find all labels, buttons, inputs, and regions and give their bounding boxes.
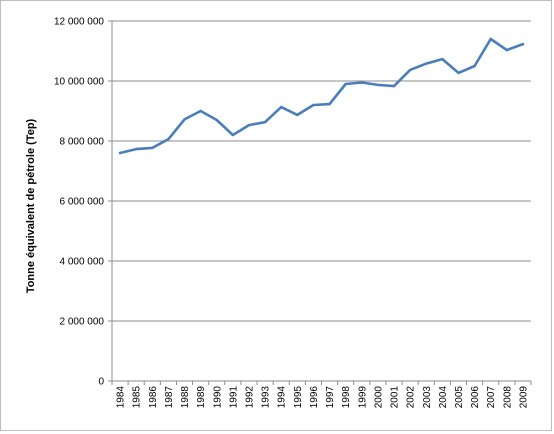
y-tick-label: 2 000 000 bbox=[60, 317, 105, 328]
data-point bbox=[360, 81, 363, 84]
x-tick-label: 2005 bbox=[454, 386, 465, 409]
x-tick-label: 1992 bbox=[244, 386, 255, 409]
y-tick-label: 4 000 000 bbox=[60, 257, 105, 268]
data-point bbox=[296, 113, 299, 117]
data-point bbox=[199, 109, 202, 113]
data-point bbox=[183, 118, 186, 121]
data-point bbox=[263, 120, 267, 124]
data-point bbox=[231, 133, 235, 137]
series-line bbox=[118, 37, 525, 155]
data-point bbox=[505, 48, 509, 52]
data-point bbox=[328, 102, 331, 106]
x-tick-label: 1991 bbox=[228, 386, 239, 409]
data-point bbox=[151, 146, 154, 150]
x-tick-label: 1995 bbox=[293, 386, 304, 409]
y-tick-label: 6 000 000 bbox=[60, 197, 105, 208]
data-point bbox=[425, 62, 428, 65]
x-tick-label: 2000 bbox=[373, 386, 384, 409]
x-tick-label: 1985 bbox=[132, 386, 143, 409]
y-tick-label: 8 000 000 bbox=[60, 137, 105, 148]
data-point bbox=[408, 68, 412, 72]
x-tick-label: 1989 bbox=[196, 386, 207, 409]
x-tick-label: 2006 bbox=[470, 386, 481, 409]
x-tick-label: 1998 bbox=[341, 386, 352, 409]
x-tick-label: 1988 bbox=[180, 386, 191, 409]
data-point bbox=[376, 83, 380, 87]
x-tick-label: 1996 bbox=[309, 386, 320, 409]
x-tick-label: 2002 bbox=[406, 386, 417, 409]
data-point bbox=[392, 84, 396, 88]
data-point bbox=[521, 42, 525, 46]
data-point bbox=[280, 105, 283, 109]
axes bbox=[108, 20, 532, 385]
x-tick-label: 2007 bbox=[486, 386, 497, 409]
x-tick-label: 2001 bbox=[390, 386, 401, 409]
x-tick-label: 1993 bbox=[261, 386, 272, 409]
x-tick-label: 1997 bbox=[325, 386, 336, 409]
y-tick-label: 12 000 000 bbox=[54, 17, 104, 28]
x-tick-label: 1984 bbox=[116, 386, 127, 409]
x-tick-label: 1987 bbox=[164, 386, 175, 409]
x-tick-label: 2008 bbox=[502, 386, 513, 409]
data-point bbox=[247, 123, 251, 127]
data-point bbox=[134, 147, 138, 151]
x-tick-labels: 1984 1985 1986 1987 1988 1989 1990 1991 1992 1993… bbox=[116, 386, 530, 409]
x-tick-label: 1999 bbox=[357, 386, 368, 409]
series-group bbox=[118, 37, 525, 155]
y-axis-title: Tonne équivalent de pétrole (Tep) bbox=[25, 118, 37, 293]
data-point bbox=[312, 103, 315, 107]
data-point bbox=[473, 64, 476, 68]
x-tick-label: 1990 bbox=[212, 386, 223, 409]
x-tick-label: 2004 bbox=[438, 386, 449, 409]
data-point bbox=[344, 82, 347, 86]
data-point bbox=[118, 151, 122, 155]
x-tick-label: 2003 bbox=[422, 386, 433, 409]
data-point bbox=[457, 71, 460, 75]
data-point bbox=[489, 37, 492, 41]
data-point bbox=[441, 57, 444, 61]
gridlines bbox=[112, 20, 531, 322]
data-point bbox=[167, 138, 170, 141]
x-tick-label: 1994 bbox=[277, 386, 288, 409]
y-tick-label: 10 000 000 bbox=[54, 77, 104, 88]
x-tick-label: 1986 bbox=[148, 386, 159, 409]
x-tick-label: 2009 bbox=[518, 386, 529, 409]
y-tick-labels: 0 2 000 000 4 000 000 6 000 000 8 000 000 10 … bbox=[54, 17, 105, 388]
data-point bbox=[215, 118, 218, 122]
y-tick-label: 0 bbox=[98, 377, 104, 388]
